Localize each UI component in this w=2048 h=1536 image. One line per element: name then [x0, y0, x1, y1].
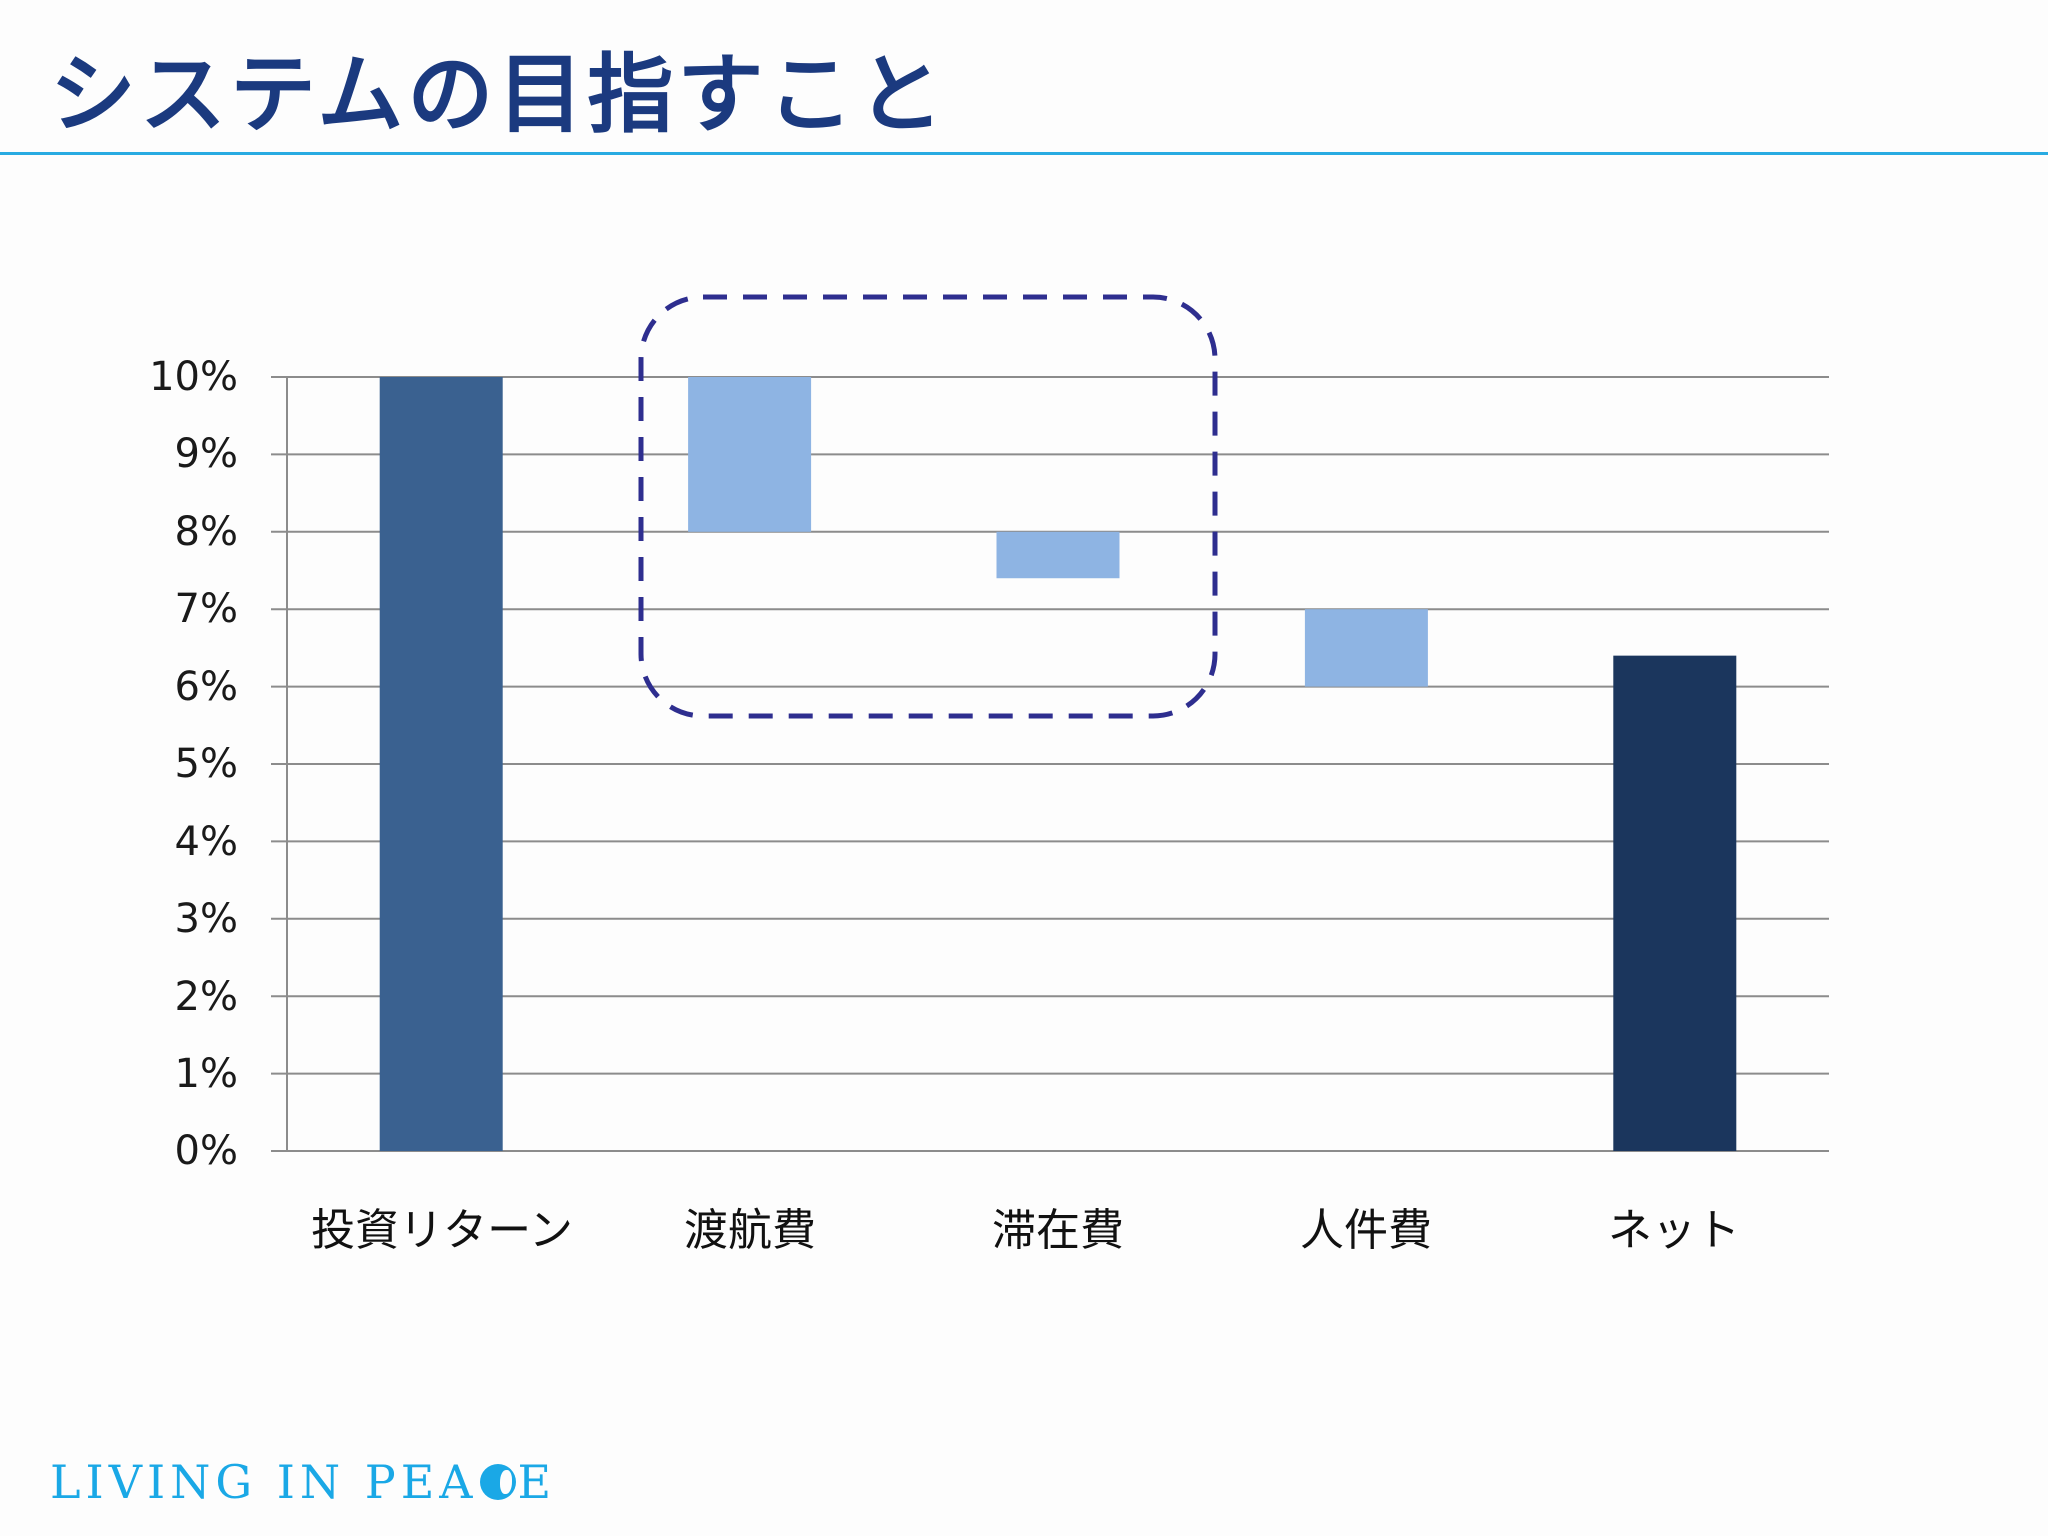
x-category-label: 滞在費	[992, 1205, 1124, 1256]
globe-icon	[479, 1464, 516, 1500]
bars	[379, 377, 1737, 1151]
living-in-peace-logo: LIVING IN PEA E	[50, 1455, 556, 1509]
y-tick-label: 1%	[174, 1051, 238, 1097]
bar-total	[1613, 655, 1737, 1151]
y-tick-label: 9%	[174, 431, 238, 477]
x-category-label: 渡航費	[684, 1205, 816, 1256]
x-category-label: 人件費	[1300, 1205, 1432, 1256]
bar-total	[379, 377, 503, 1151]
y-tick-label: 8%	[174, 509, 238, 555]
y-tick-label: 10%	[149, 354, 238, 400]
gridlines	[271, 376, 1829, 1152]
bar-decrease	[996, 531, 1120, 579]
page-title: システムの目指すこと	[50, 45, 948, 145]
logo-text-end: E	[517, 1455, 557, 1509]
y-tick-label: 2%	[174, 974, 238, 1020]
highlight-dashed-box	[638, 294, 1218, 719]
title-divider	[0, 152, 2048, 155]
x-category-label: ネット	[1608, 1205, 1740, 1256]
y-tick-label: 3%	[174, 896, 238, 942]
x-category-label: 投資リターン	[311, 1205, 573, 1256]
y-tick-label: 7%	[174, 586, 238, 632]
bar-decrease	[688, 377, 812, 532]
y-tick-label: 4%	[174, 819, 238, 865]
y-tick-label: 0%	[174, 1128, 238, 1174]
y-tick-label: 5%	[174, 741, 238, 787]
logo-text: LIVING IN PEA	[50, 1455, 478, 1509]
y-tick-label: 6%	[174, 664, 238, 710]
bar-decrease	[1304, 609, 1428, 687]
